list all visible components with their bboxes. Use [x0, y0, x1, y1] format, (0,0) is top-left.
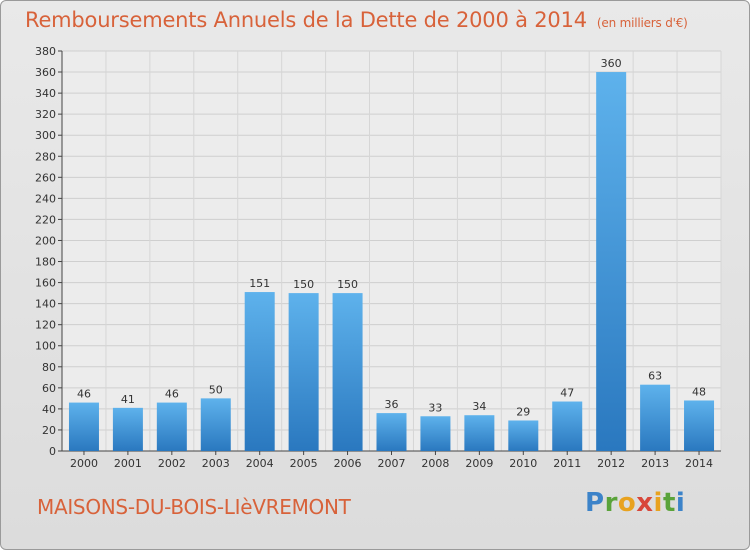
data-label: 36	[385, 398, 399, 411]
data-label: 41	[121, 393, 135, 406]
x-tick-label: 2001	[114, 457, 142, 470]
y-tick-label: 200	[35, 234, 56, 247]
bar	[288, 293, 319, 451]
data-label: 50	[209, 383, 223, 396]
bar	[376, 413, 407, 451]
logo-letter: r	[604, 488, 618, 518]
y-tick-label: 160	[35, 277, 56, 290]
data-label: 360	[601, 57, 622, 70]
bar	[200, 398, 231, 451]
chart-unit: (en milliers d'€)	[596, 16, 688, 30]
bar-chart: 46 41 46 50 151 150 150 36 33 34 29 47 360 63 48 0 20 40…	[35, 45, 722, 470]
x-tick-label: 2010	[509, 457, 537, 470]
y-tick-label: 120	[35, 319, 56, 332]
bar	[332, 293, 363, 451]
y-tick-label: 140	[35, 298, 56, 311]
x-tick-label: 2012	[597, 457, 625, 470]
y-tick-label: 240	[35, 192, 56, 205]
data-label: 63	[648, 370, 662, 383]
logo-letter: i	[675, 488, 686, 518]
place-name: MAISONS-DU-BOIS-LIèVREMONT	[37, 495, 351, 519]
data-label: 29	[516, 405, 530, 418]
y-tick-label: 60	[42, 382, 56, 395]
y-tick-label: 100	[35, 340, 56, 353]
data-label: 48	[692, 385, 706, 398]
chart-title-text: Remboursements Annuels de la Dette de 20…	[25, 8, 587, 32]
bars	[68, 72, 715, 451]
bar	[684, 400, 715, 451]
y-tick-label: 380	[35, 45, 56, 58]
data-label: 46	[165, 388, 179, 401]
data-labels: 46 41 46 50 151 150 150 36 33 34 29 47 360 63 48	[77, 57, 706, 418]
y-tick-label: 280	[35, 150, 56, 163]
data-label: 33	[428, 401, 442, 414]
data-label: 151	[249, 277, 270, 290]
data-label: 46	[77, 388, 91, 401]
bar	[464, 415, 495, 451]
x-tick-label: 2000	[70, 457, 98, 470]
proxiti-logo: Proxiti	[585, 488, 685, 518]
bar	[244, 292, 275, 451]
logo-letter: o	[617, 488, 637, 518]
y-tick-label: 260	[35, 171, 56, 184]
x-tick-label: 2011	[553, 457, 581, 470]
tick-labels: 0 20 40 60 80 100 120 140 160 180 200 220 240 260 280 3…	[35, 45, 713, 470]
x-tick-label: 2006	[334, 457, 362, 470]
x-tick-label: 2004	[246, 457, 274, 470]
x-tick-label: 2008	[421, 457, 449, 470]
y-tick-label: 40	[42, 403, 56, 416]
y-tick-label: 0	[49, 445, 56, 458]
y-tick-label: 20	[42, 424, 56, 437]
bar	[508, 420, 539, 451]
bar	[420, 416, 451, 451]
data-label: 150	[337, 278, 358, 291]
logo-letter: i	[653, 488, 663, 518]
y-tick-label: 340	[35, 87, 56, 100]
x-tick-label: 2009	[465, 457, 493, 470]
y-tick-label: 180	[35, 256, 56, 269]
y-tick-label: 220	[35, 213, 56, 226]
logo-letter: x	[636, 488, 654, 518]
x-tick-label: 2014	[685, 457, 713, 470]
bar	[596, 72, 627, 451]
data-label: 34	[472, 400, 486, 413]
logo-letter: P	[585, 488, 605, 518]
x-tick-label: 2005	[290, 457, 318, 470]
y-tick-label: 300	[35, 129, 56, 142]
x-tick-label: 2013	[641, 457, 669, 470]
bar	[112, 407, 143, 451]
logo-letter: t	[662, 488, 676, 518]
chart-title: Remboursements Annuels de la Dette de 20…	[25, 8, 688, 32]
x-tick-label: 2007	[378, 457, 406, 470]
y-tick-label: 80	[42, 361, 56, 374]
bar	[640, 384, 671, 451]
bar	[552, 401, 583, 451]
x-tick-label: 2003	[202, 457, 230, 470]
y-tick-label: 320	[35, 108, 56, 121]
bar	[156, 402, 187, 451]
data-label: 150	[293, 278, 314, 291]
bar	[68, 402, 99, 451]
x-tick-label: 2002	[158, 457, 186, 470]
y-tick-label: 360	[35, 66, 56, 79]
data-label: 47	[560, 387, 574, 400]
